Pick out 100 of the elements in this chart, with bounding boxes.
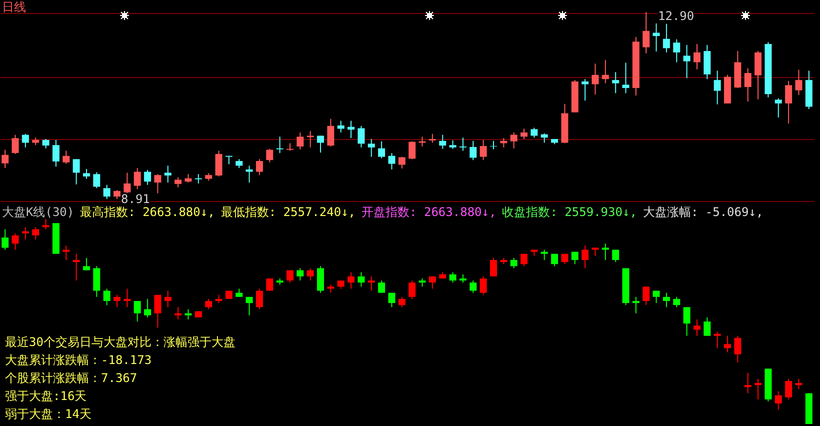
candlestick (266, 278, 274, 292)
candlestick (734, 335, 742, 363)
candlestick (246, 165, 253, 184)
candlestick (317, 135, 324, 154)
annotation: 强于大盘:16天 (5, 389, 87, 403)
candlestick (124, 172, 131, 196)
candlestick (774, 98, 782, 118)
candlestick (459, 137, 466, 152)
candlestick (683, 306, 690, 336)
annotation: 最近30个交易日与大盘对比：涨幅强于大盘 (5, 335, 236, 349)
candlestick (490, 257, 497, 277)
candlestick (714, 70, 721, 105)
candlestick (642, 286, 650, 306)
candlestick (144, 169, 152, 186)
candlestick (418, 136, 426, 147)
annotation: 个股累计涨跌幅：7.367 (5, 371, 138, 385)
candlestick (612, 249, 620, 263)
candlestick (2, 228, 9, 250)
candlestick (530, 127, 538, 138)
candlestick (256, 288, 263, 310)
candlestick (124, 288, 131, 308)
candlestick (348, 272, 355, 290)
candlestick (744, 372, 752, 394)
candlestick (368, 276, 375, 292)
candlestick (652, 290, 660, 304)
candlestick (795, 378, 802, 390)
candlestick (194, 174, 202, 184)
candlestick (388, 152, 396, 170)
annotation: 大盘涨幅: -5.069↓, (642, 205, 764, 219)
annotation: 大盘累计涨跌幅：-18.173 (5, 353, 152, 367)
candlestick (602, 243, 609, 260)
chart-title: 大盘K线(30) (2, 205, 74, 219)
candlestick (368, 138, 375, 158)
candlestick (337, 120, 344, 133)
candlestick (296, 268, 304, 281)
candlestick (520, 253, 528, 267)
candlestick (622, 62, 630, 94)
candlestick (714, 331, 721, 349)
candlestick (754, 50, 762, 100)
candlestick (693, 43, 700, 70)
candlestick (317, 266, 324, 294)
candlestick (602, 59, 609, 84)
candlestick (103, 184, 110, 200)
candlestick (72, 253, 80, 281)
candlestick (662, 292, 670, 308)
candlestick (205, 298, 212, 310)
candlestick (439, 134, 446, 150)
candlestick (470, 280, 477, 294)
candlestick (408, 140, 416, 160)
candlestick (378, 280, 386, 294)
candlestick (408, 280, 416, 300)
candlestick (378, 140, 386, 159)
candlestick (470, 140, 477, 161)
candlestick (62, 150, 70, 164)
candlestick (520, 128, 528, 140)
candlestick (490, 140, 497, 150)
candlestick (134, 168, 141, 190)
candlestick (256, 158, 263, 176)
candlestick (42, 138, 50, 149)
candlestick (266, 148, 274, 163)
candlestick (388, 292, 396, 308)
candlestick (93, 172, 100, 189)
candlestick (571, 251, 578, 265)
annotation: 最低指数: 2557.240↓, (220, 205, 356, 219)
candlestick (306, 268, 314, 281)
candlestick (785, 80, 792, 124)
annotation: 8.91 (121, 192, 150, 206)
candlestick (480, 139, 487, 161)
candlestick (184, 308, 192, 320)
candlestick (744, 68, 752, 102)
candlestick (540, 249, 548, 260)
candlestick (683, 44, 690, 79)
candlestick (114, 294, 121, 308)
chart-title: 日线 (2, 0, 26, 14)
candlestick (754, 378, 762, 400)
candlestick (327, 118, 334, 147)
candlestick (673, 296, 680, 308)
candlestick (662, 23, 670, 53)
candlestick (134, 300, 141, 322)
candlestick (32, 226, 40, 240)
candlestick (103, 288, 110, 306)
candlestick (358, 272, 365, 288)
candlestick (144, 298, 152, 318)
candlestick (306, 130, 314, 148)
candlestick (480, 276, 487, 296)
candlestick (551, 253, 558, 267)
candlestick (582, 245, 589, 269)
candlestick (22, 226, 29, 240)
candlestick (428, 276, 436, 290)
candlestick (42, 218, 50, 230)
candlestick (358, 125, 365, 148)
candlestick (154, 174, 162, 194)
candlestick (774, 390, 782, 410)
annotation: 开盘指数: 2663.880↓, (362, 205, 496, 219)
candlestick (612, 72, 620, 94)
candlestick (592, 63, 599, 96)
candlestick (286, 270, 294, 284)
candlestick (704, 316, 711, 336)
candlestick (246, 296, 253, 316)
candlestick (510, 257, 518, 269)
